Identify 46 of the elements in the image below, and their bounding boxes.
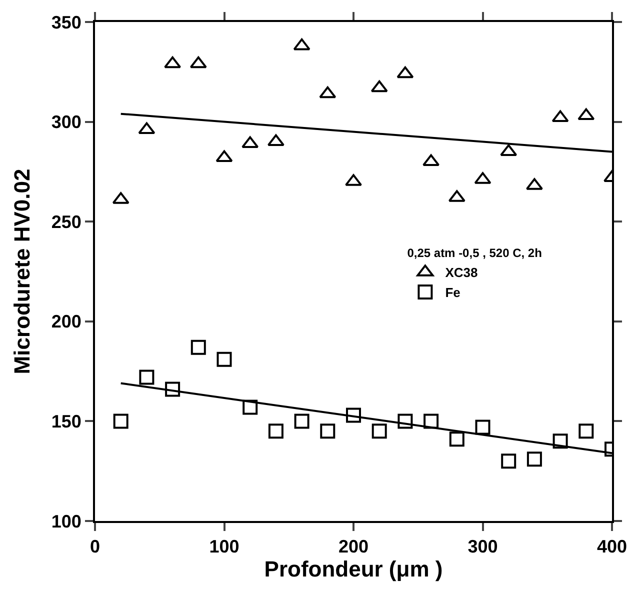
point [526, 452, 542, 467]
y-axis-title: Microdurete HV0.02 [10, 168, 35, 374]
point [138, 122, 156, 134]
point [293, 38, 310, 50]
point [346, 408, 361, 423]
point [372, 424, 387, 439]
point [267, 134, 284, 146]
point [501, 454, 516, 469]
point [424, 414, 439, 429]
point [190, 56, 207, 68]
y-tick-label: 150 [51, 412, 82, 432]
y-tick-label: 250 [51, 212, 82, 232]
point [294, 414, 310, 429]
x-tick-label: 400 [596, 536, 628, 557]
point [242, 400, 258, 415]
point [370, 80, 388, 92]
point [552, 110, 569, 122]
point [113, 414, 128, 429]
point [449, 432, 464, 447]
y-tick-label: 350 [51, 12, 82, 32]
point [578, 108, 595, 120]
point [552, 434, 568, 449]
point [164, 56, 182, 68]
legend-label: XC38 [445, 265, 478, 280]
x-tick-label: 200 [338, 536, 369, 557]
x-axis-title: Profondeur (μm ) [264, 556, 443, 582]
point [578, 424, 594, 439]
point [396, 66, 414, 78]
legend-title: 0,25 atm -0,5 , 520 C, 2h [407, 246, 542, 260]
y-tick-label: 100 [51, 511, 82, 532]
x-tick-label: 0 [90, 536, 100, 557]
point [139, 370, 154, 385]
point [475, 420, 490, 435]
point [268, 424, 284, 439]
point [319, 86, 336, 98]
x-tick-label: 300 [468, 536, 498, 557]
x-tick-label: 100 [209, 536, 240, 557]
y-tick-label: 300 [51, 112, 82, 132]
point [398, 414, 413, 429]
point [190, 340, 206, 355]
point [216, 352, 232, 367]
y-tick-label: 200 [51, 312, 82, 332]
point [165, 382, 180, 397]
legend-label: Fe [445, 285, 460, 300]
point [242, 136, 259, 148]
point [320, 424, 336, 439]
